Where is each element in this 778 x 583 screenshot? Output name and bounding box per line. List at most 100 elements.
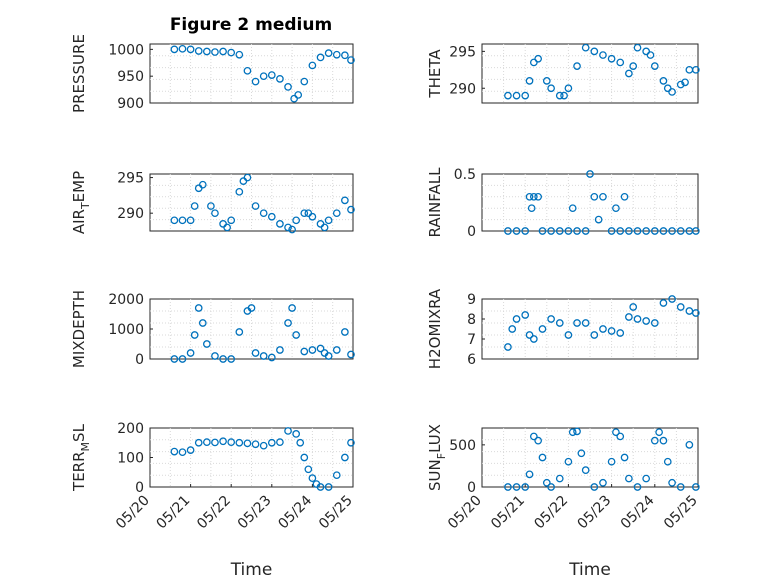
data-point — [332, 50, 341, 59]
data-point — [259, 72, 268, 81]
data-point — [332, 209, 341, 218]
data-point — [555, 474, 564, 483]
data-point — [186, 349, 195, 357]
panel-rainfall: 0 0.5 RAINFALL — [426, 167, 700, 240]
data-point — [219, 355, 227, 363]
data-point — [542, 77, 551, 85]
y-axis-label: MIXDEPTH — [70, 290, 88, 368]
data-point — [642, 227, 651, 235]
data-point — [691, 227, 700, 235]
data-point — [300, 453, 309, 462]
data-point — [616, 329, 625, 337]
x-tick-label: 05/20 — [113, 493, 153, 533]
data-point — [691, 65, 700, 74]
data-point — [170, 216, 179, 225]
data-point — [607, 457, 616, 466]
y-tick-label: 1000 — [108, 42, 144, 58]
y-tick-label: 0 — [467, 224, 476, 240]
data-point — [194, 47, 203, 55]
data-point — [300, 347, 309, 356]
y-tick-label: 200 — [117, 421, 144, 437]
data-point — [512, 483, 521, 491]
data-point — [512, 91, 521, 100]
data-point — [300, 77, 309, 86]
data-point — [324, 483, 333, 491]
data-point — [521, 483, 530, 491]
y-tick-label: 500 — [449, 438, 476, 454]
data-point — [573, 62, 581, 70]
data-point — [590, 483, 599, 491]
data-point — [211, 352, 219, 360]
data-point — [219, 47, 227, 56]
y-axis-label: TERRMSL — [70, 423, 92, 492]
data-point — [525, 192, 534, 201]
data-point — [590, 192, 599, 201]
data-point — [178, 448, 187, 457]
data-point — [288, 225, 296, 234]
data-point — [607, 54, 616, 63]
data-point — [573, 319, 581, 327]
data-point — [292, 430, 301, 438]
data-point — [211, 48, 219, 56]
data-point — [525, 470, 534, 479]
data-point — [620, 453, 629, 462]
data-point — [251, 349, 260, 357]
data-point — [186, 45, 195, 54]
data-point — [211, 209, 219, 218]
y-tick-label: 1000 — [108, 322, 144, 338]
y-tick-label: 0 — [467, 480, 476, 496]
y-tick-label: 290 — [117, 206, 144, 222]
data-point — [525, 77, 534, 85]
data-point — [347, 56, 355, 64]
data-point — [529, 335, 538, 343]
data-point — [512, 227, 521, 235]
data-point — [235, 50, 244, 59]
data-point — [534, 436, 543, 445]
data-point — [534, 192, 543, 201]
data-point — [581, 319, 590, 327]
data-point — [625, 69, 633, 78]
data-point — [642, 47, 651, 56]
data-point — [573, 227, 581, 235]
data-point — [296, 438, 305, 447]
data-point — [646, 51, 655, 59]
data-point — [512, 315, 521, 323]
data-point — [202, 438, 211, 447]
data-point — [267, 71, 276, 79]
y-tick-label: 7 — [467, 332, 476, 348]
data-point — [668, 227, 676, 235]
data-point — [276, 438, 284, 447]
data-point — [247, 304, 256, 312]
plot-area — [481, 427, 699, 488]
data-point — [542, 478, 551, 487]
y-tick-label: 295 — [449, 44, 476, 60]
data-point — [564, 84, 573, 93]
data-point — [629, 62, 638, 70]
data-point — [538, 325, 547, 333]
data-point — [586, 170, 594, 178]
data-point — [534, 54, 543, 63]
data-point — [568, 204, 577, 213]
data-point — [529, 192, 538, 201]
data-point — [555, 91, 564, 100]
y-tick-label: 6 — [467, 352, 476, 368]
data-point — [625, 313, 633, 321]
data-point — [243, 439, 252, 448]
data-point — [186, 446, 195, 454]
data-point — [194, 304, 203, 312]
data-point — [194, 438, 203, 447]
data-point — [616, 432, 625, 441]
data-point — [655, 428, 663, 437]
data-point — [538, 227, 547, 235]
data-point — [219, 437, 227, 446]
data-point — [594, 215, 603, 224]
data-point — [276, 75, 284, 83]
data-point — [504, 227, 512, 235]
plot-area — [149, 427, 354, 488]
data-point — [581, 227, 590, 235]
y-tick-label: 290 — [449, 81, 476, 97]
panel-theta: 290 295 THETA — [426, 43, 700, 104]
data-point — [292, 216, 301, 225]
data-point — [659, 436, 668, 445]
